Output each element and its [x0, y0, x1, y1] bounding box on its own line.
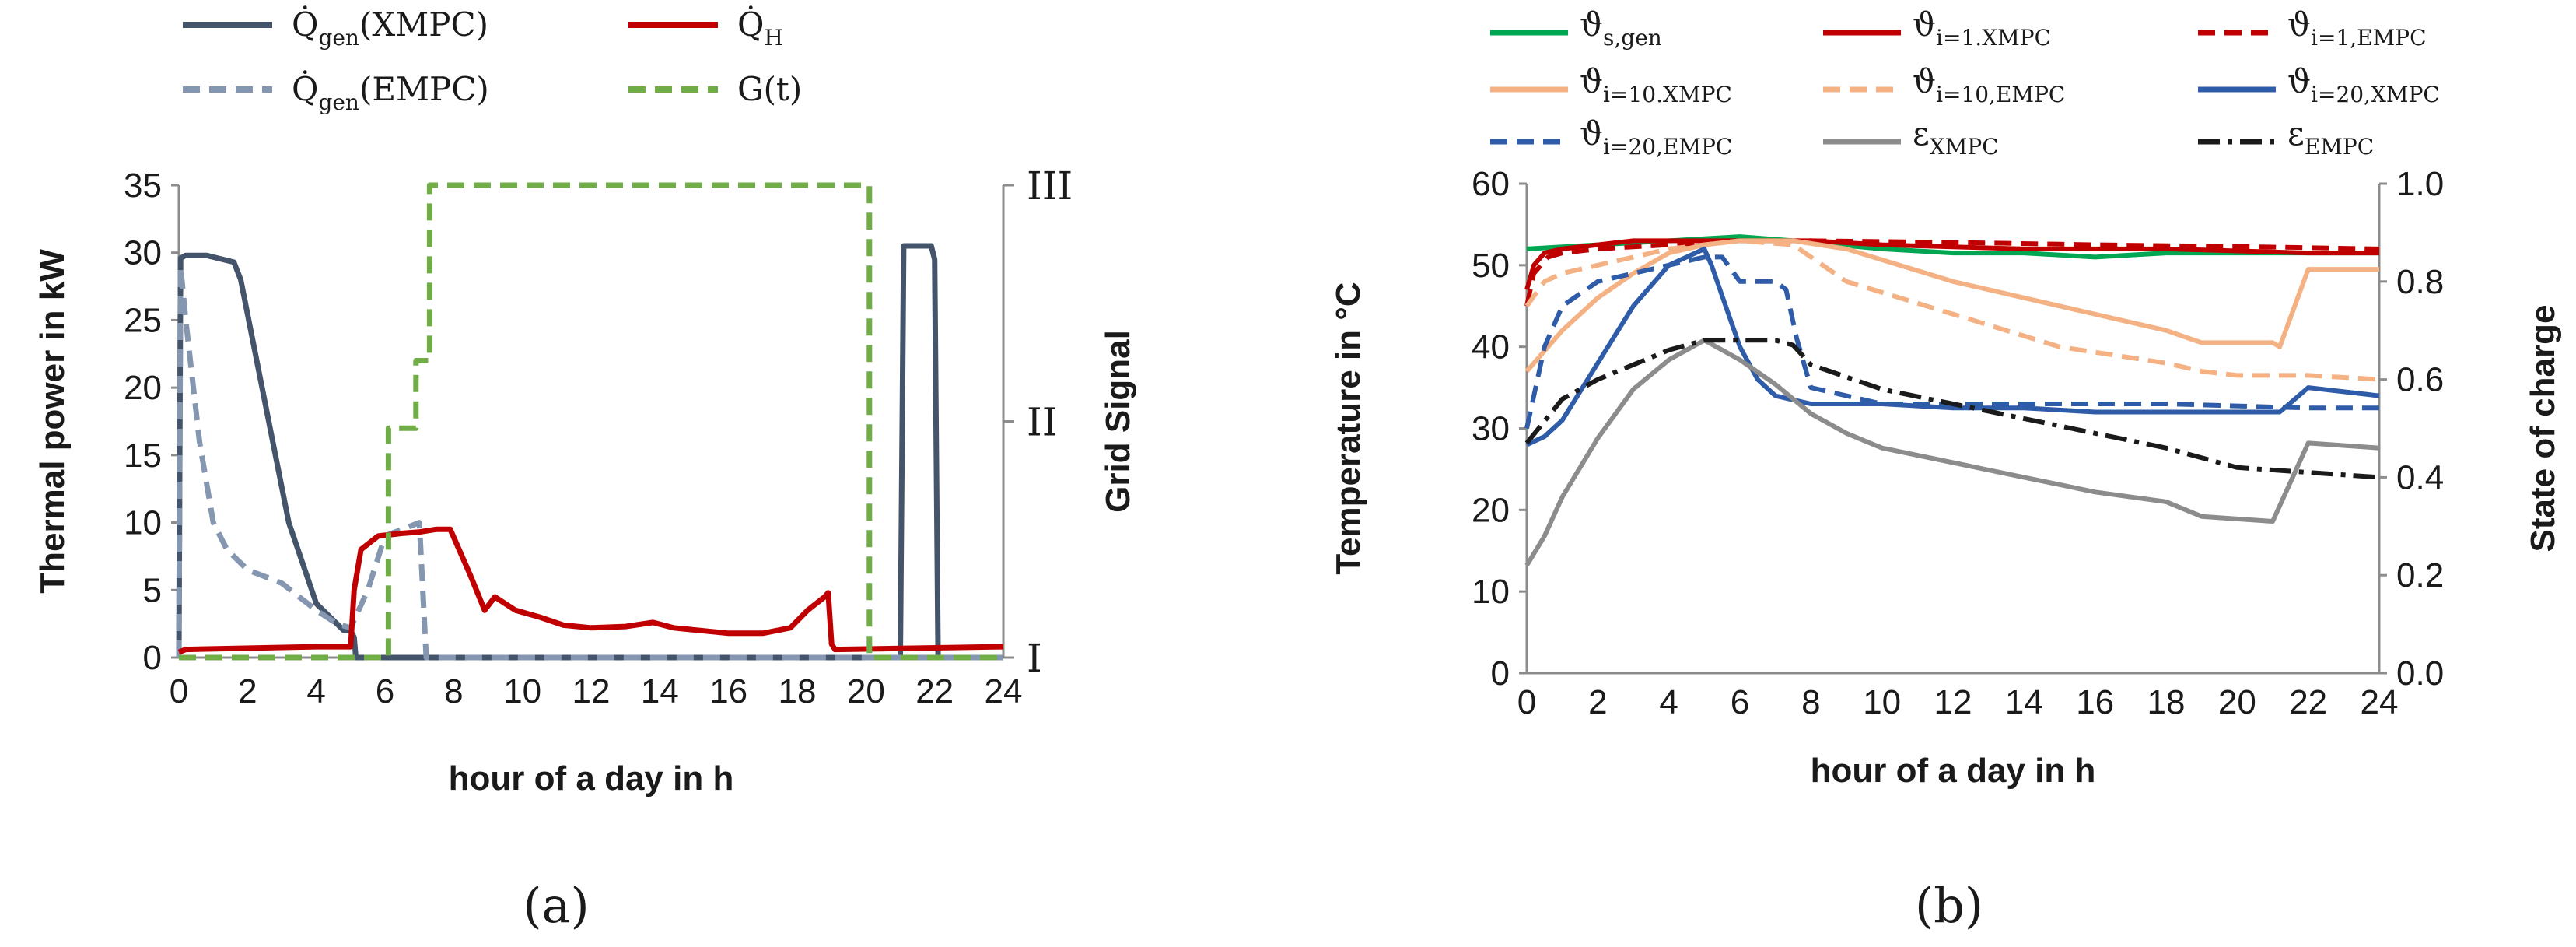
legend-label-5: ϑi=20,XMPC	[2287, 62, 2440, 107]
x-tick-label: 6	[376, 672, 394, 710]
x-tick-label: 18	[2147, 683, 2186, 721]
x-tick-label: 0	[1517, 683, 1536, 721]
x-tick-label: 24	[2361, 683, 2399, 721]
y2-axis-title: Grid Signal	[1099, 330, 1137, 513]
x-tick-label: 20	[847, 672, 885, 710]
series-line-1	[176, 263, 1003, 661]
x-tick-label: 2	[238, 672, 257, 710]
series-line-7	[1524, 338, 2380, 567]
y-tick-label: 50	[1472, 247, 1510, 285]
y-tick-label: 10	[1472, 573, 1510, 611]
y-tick-label: 20	[1472, 491, 1510, 529]
series-line-3	[1524, 238, 2379, 374]
y-tick-label: 0	[1491, 654, 1510, 693]
y2-tick-label: 0.8	[2396, 263, 2444, 301]
y-tick-label: 0	[143, 639, 162, 677]
legend-label-7: εXMPC	[1913, 114, 1999, 160]
legend-label-8: εEMPC	[2287, 114, 2374, 160]
series-line-3	[179, 182, 1003, 661]
x-tick-label: 24	[985, 672, 1023, 710]
x-tick-label: 6	[1731, 683, 1749, 721]
x-tick-label: 14	[2005, 683, 2043, 721]
x-tick-label: 12	[1934, 683, 1972, 721]
legend-label-1: ϑi=1.XMPC	[1913, 5, 2051, 51]
y-tick-label: 40	[1472, 328, 1510, 367]
series-line-8	[1524, 338, 2380, 480]
y-tick-label: 20	[124, 369, 162, 407]
y-tick-label: 35	[124, 167, 162, 205]
x-tick-label: 16	[2076, 683, 2114, 721]
legend-label-3: G(t)	[737, 70, 802, 108]
x-tick-label: 0	[170, 672, 188, 710]
y2-tick-label: 1.0	[2396, 165, 2444, 203]
y2-tick-label: 0.6	[2396, 361, 2444, 399]
legend-label-6: ϑi=20,EMPC	[1580, 114, 1732, 160]
series-line-0	[176, 243, 1003, 661]
x-tick-label: 4	[306, 672, 325, 710]
y-tick-label: 5	[143, 571, 162, 609]
panel-label: (a)	[523, 877, 589, 934]
grid-level-label: I	[1027, 636, 1042, 681]
y-tick-label: 30	[124, 234, 162, 272]
y2-axis-title: State of charge	[2524, 305, 2562, 552]
y-tick-label: 15	[124, 437, 162, 475]
y2-tick-label: 0.0	[2396, 654, 2444, 693]
y2-tick-label: 0.4	[2396, 458, 2444, 496]
panel-label: (b)	[1915, 877, 1983, 934]
grid-level-label: III	[1027, 163, 1073, 209]
x-tick-label: 4	[1659, 683, 1678, 721]
x-tick-label: 8	[444, 672, 463, 710]
x-tick-label: 18	[779, 672, 817, 710]
x-tick-label: 10	[503, 672, 541, 710]
legend-label-3: ϑi=10.XMPC	[1580, 62, 1732, 107]
x-axis-title: hour of a day in h	[449, 759, 734, 798]
legend-label-1: Q̇gen(EMPC)	[292, 69, 489, 115]
legend-label-2: Q̇H	[737, 5, 783, 51]
x-axis-title: hour of a day in h	[1811, 752, 2096, 790]
x-tick-label: 2	[1588, 683, 1607, 721]
series-line-6	[1524, 254, 2379, 430]
x-tick-label: 8	[1801, 683, 1820, 721]
y-axis-title: Thermal power in kW	[33, 249, 72, 594]
x-tick-label: 12	[572, 672, 611, 710]
x-tick-label: 16	[709, 672, 747, 710]
y-tick-label: 10	[124, 504, 162, 542]
x-tick-label: 20	[2218, 683, 2256, 721]
legend-label-2: ϑi=1,EMPC	[2287, 5, 2427, 51]
legend-label-0: Q̇gen(XMPC)	[292, 5, 488, 51]
y-tick-label: 30	[1472, 410, 1510, 448]
x-tick-label: 22	[915, 672, 954, 710]
legend-label-4: ϑi=10,EMPC	[1913, 62, 2065, 107]
series-line-5	[1525, 246, 2380, 447]
x-tick-label: 22	[2289, 683, 2327, 721]
y-axis-title: Temperature in °C	[1329, 282, 1367, 574]
grid-level-label: II	[1027, 400, 1058, 445]
series-line-4	[1524, 238, 2380, 382]
x-tick-label: 14	[641, 672, 679, 710]
y2-tick-label: 0.2	[2396, 556, 2444, 595]
legend-label-0: ϑs,gen	[1580, 5, 1662, 51]
y-tick-label: 60	[1472, 165, 1510, 203]
x-tick-label: 10	[1863, 683, 1901, 721]
y-tick-label: 25	[124, 301, 162, 339]
series-line-2	[177, 526, 1004, 655]
